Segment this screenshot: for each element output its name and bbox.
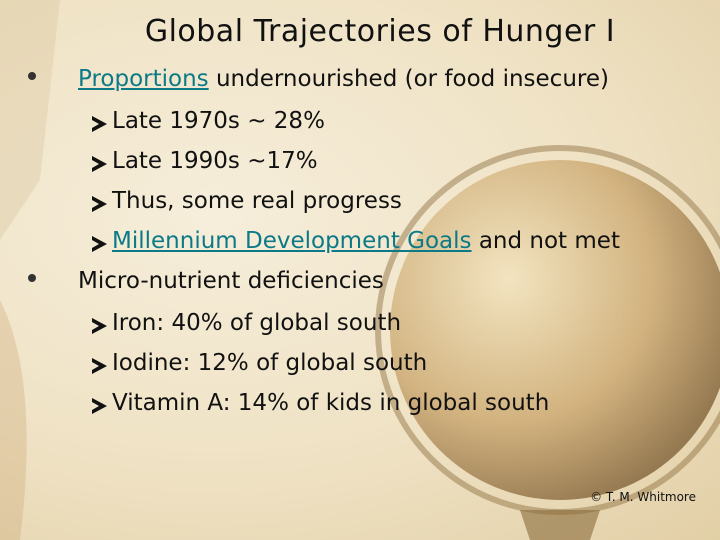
sub-bullet-text: Iron: 40% of global south [112, 310, 402, 336]
sub-bullet: Late 1990s ~17% [90, 148, 318, 174]
sub-bullet-text: Thus, some real progress [112, 188, 402, 214]
sub-bullet-text: Late 1990s ~17% [112, 148, 318, 174]
link[interactable]: Millennium Development Goals [112, 228, 472, 254]
bullet: Micro-nutrient deficiencies [28, 268, 384, 294]
sub-bullet: Iodine: 12% of global south [90, 350, 427, 376]
sub-bullet: Iron: 40% of global south [90, 310, 401, 336]
bullet-text: undernourished (or food insecure) [215, 66, 609, 92]
globe [390, 160, 720, 500]
bullet-text: Micro-nutrient deficiencies [78, 268, 384, 294]
sub-bullet: Millennium Development Goals and not met [90, 228, 620, 254]
link[interactable]: Proportions [78, 66, 209, 92]
footer: © T. M. Whitmore [590, 490, 696, 504]
sub-bullet: Late 1970s ~ 28% [90, 108, 325, 134]
sub-bullet-text: Iodine: 12% of global south [112, 350, 428, 376]
sub-bullet-text: Late 1970s ~ 28% [112, 108, 325, 134]
sub-bullet-text: Vitamin A: 14% of kids in global south [112, 390, 550, 416]
bullet: Proportions undernourished (or food inse… [28, 66, 609, 92]
sub-bullet: Vitamin A: 14% of kids in global south [90, 390, 549, 416]
title: Global Trajectories of Hunger I [144, 14, 616, 49]
sub-bullet: Thus, some real progress [90, 188, 402, 214]
sub-bullet-text: and not met [478, 228, 620, 254]
